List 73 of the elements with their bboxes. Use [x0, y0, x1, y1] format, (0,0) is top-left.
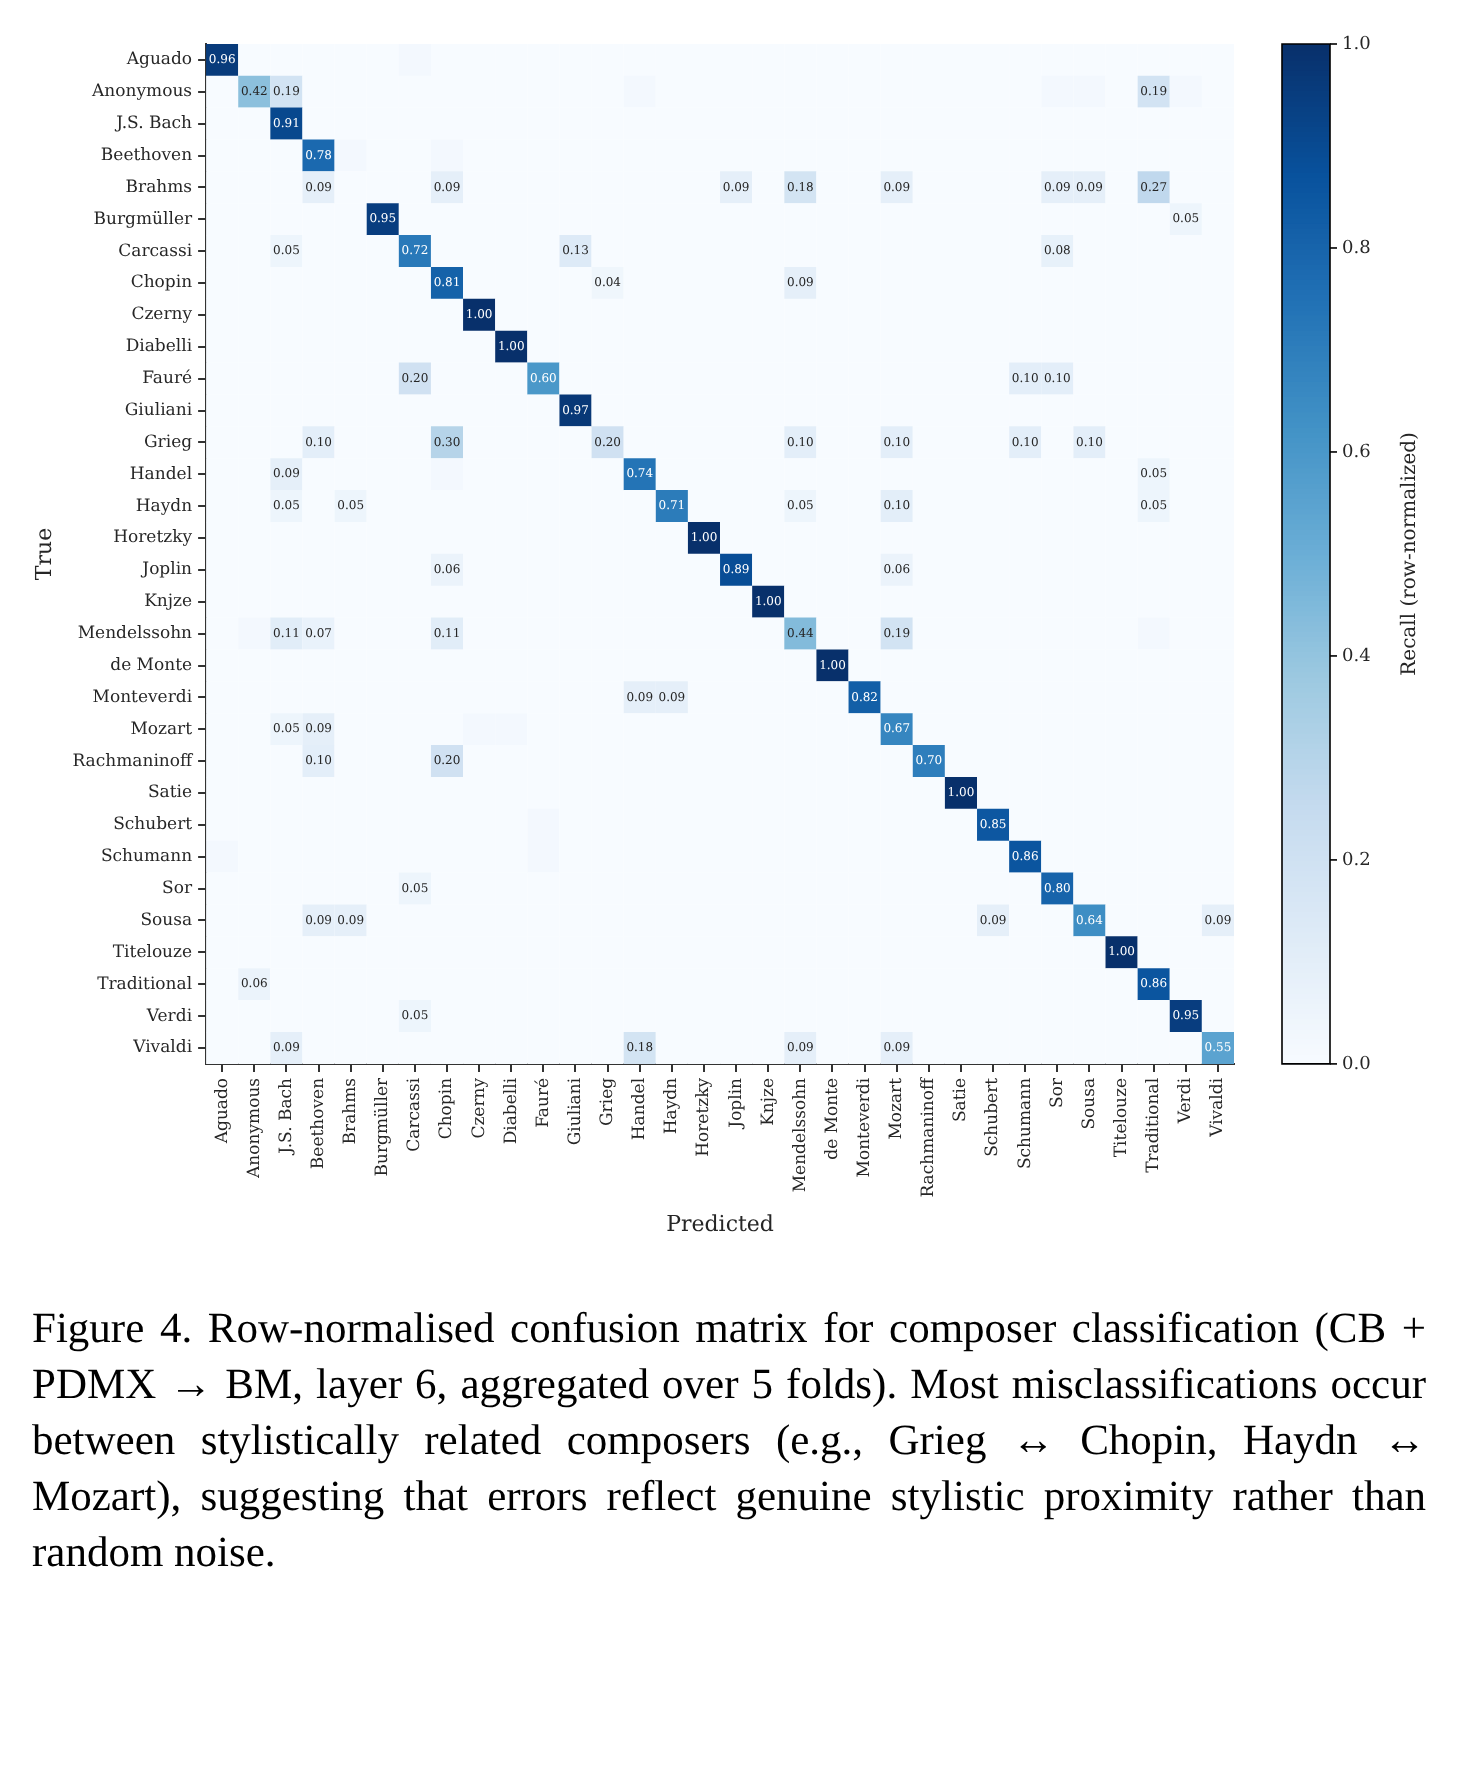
- y-tick-label: Czerny: [131, 305, 193, 326]
- x-tick-label: Handel: [630, 1077, 651, 1141]
- y-tick-label: Sousa: [140, 910, 193, 931]
- y-tick-label: Brahms: [125, 177, 193, 198]
- y-tick-label: Horetzky: [113, 528, 193, 549]
- color-bar-label: 0.6: [1342, 442, 1372, 463]
- y-tick-label: Grieg: [144, 432, 194, 453]
- y-tick-label: Vivaldi: [131, 1038, 193, 1059]
- color-bar-label: 0.8: [1342, 238, 1372, 259]
- y-tick-label: Haydn: [135, 496, 194, 517]
- y-tick-label: Handel: [129, 464, 193, 485]
- color-bar-title: Recall (row-normalized): [1399, 431, 1422, 676]
- y-tick-label: Diabelli: [125, 337, 193, 358]
- y-tick-label: Burgmüller: [93, 209, 194, 230]
- y-tick-label: Anonymous: [90, 82, 193, 103]
- y-tick-label: de Monte: [110, 655, 193, 676]
- y-tick-label: Beethoven: [100, 145, 194, 166]
- y-tick-label: Verdi: [144, 1006, 193, 1027]
- x-tick-label: Grieg: [598, 1076, 619, 1126]
- x-tick-label: Knjze: [758, 1077, 779, 1126]
- x-tick-label: Fauré: [533, 1077, 554, 1128]
- x-tick-label: de Monte: [822, 1077, 843, 1160]
- color-bar-label: 0.2: [1342, 850, 1371, 871]
- x-tick-label: Joplin: [726, 1076, 747, 1130]
- y-axis-title: True: [30, 527, 57, 581]
- x-tick-label: Rachmaninoff: [919, 1076, 940, 1198]
- x-tick-label: Czerny: [469, 1077, 490, 1139]
- y-tick-label: Schumann: [100, 847, 194, 868]
- x-tick-label: Verdi: [1176, 1077, 1197, 1126]
- x-tick-label: Haydn: [662, 1076, 683, 1135]
- x-tick-label: Traditional: [1144, 1077, 1165, 1173]
- y-tick-label: Mozart: [130, 719, 194, 740]
- x-tick-label: J.S. Bach: [276, 1076, 297, 1156]
- x-tick-label: Mozart: [887, 1076, 908, 1140]
- x-tick-label: Chopin: [437, 1076, 458, 1140]
- color-bar-label: 1.0: [1342, 34, 1372, 55]
- x-tick-label: Diabelli: [501, 1077, 522, 1145]
- x-tick-label: Anonymous: [244, 1077, 265, 1180]
- y-tick-label: Giuliani: [124, 400, 193, 421]
- x-tick-label: Mendelssohn: [790, 1076, 811, 1193]
- x-tick-label: Burgmüller: [373, 1076, 394, 1177]
- y-tick-label: Carcassi: [118, 241, 193, 262]
- x-tick-label: Sor: [1047, 1076, 1068, 1108]
- x-tick-label: Schumann: [1015, 1076, 1036, 1170]
- x-tick-label: Sousa: [1079, 1077, 1100, 1130]
- y-tick-label: J.S. Bach: [114, 114, 194, 135]
- x-tick-label: Giuliani: [565, 1077, 586, 1146]
- x-tick-label: Monteverdi: [855, 1077, 875, 1178]
- y-tick-label: Aguado: [124, 50, 193, 71]
- x-tick-label: Beethoven: [308, 1076, 329, 1170]
- y-tick-label: Chopin: [130, 273, 194, 294]
- x-tick-label: Schubert: [983, 1076, 1004, 1157]
- caption: Figure 4. Row-normalised confusion matrix for composer classification (CB + PDMX → BM, layer 6, aggregated over 5 folds). Most misclassifications occur between stylistically related composers (e.g., Grieg ↔ Chopin, Haydn ↔ Mozart), suggesting that errors reflect genuine stylistic proximity rather than random noise.: [32, 1302, 1426, 1580]
- y-tick-label: Monteverdi: [92, 687, 193, 708]
- y-tick-label: Fauré: [142, 369, 193, 390]
- color-bar-label: 0.0: [1342, 1054, 1372, 1075]
- y-tick-label: Joplin: [140, 560, 194, 581]
- x-tick-label: Satie: [951, 1077, 972, 1123]
- color-bar-label: 0.4: [1342, 646, 1372, 667]
- x-tick-label: Brahms: [341, 1077, 362, 1145]
- x-tick-label: Vivaldi: [1208, 1077, 1229, 1139]
- y-tick-label: Titelouze: [112, 942, 193, 963]
- y-tick-label: Schubert: [113, 815, 194, 836]
- x-tick-label: Titelouze: [1111, 1077, 1132, 1158]
- y-tick-label: Traditional: [97, 974, 193, 995]
- x-tick-label: Carcassi: [405, 1077, 426, 1152]
- x-axis-title: Predicted: [666, 1210, 774, 1237]
- y-tick-label: Satie: [147, 783, 193, 804]
- y-tick-label: Mendelssohn: [77, 624, 194, 645]
- y-tick-label: Sor: [162, 879, 194, 900]
- x-tick-label: Horetzky: [694, 1077, 715, 1157]
- y-tick-label: Knjze: [144, 592, 193, 613]
- y-tick-label: Rachmaninoff: [72, 751, 194, 772]
